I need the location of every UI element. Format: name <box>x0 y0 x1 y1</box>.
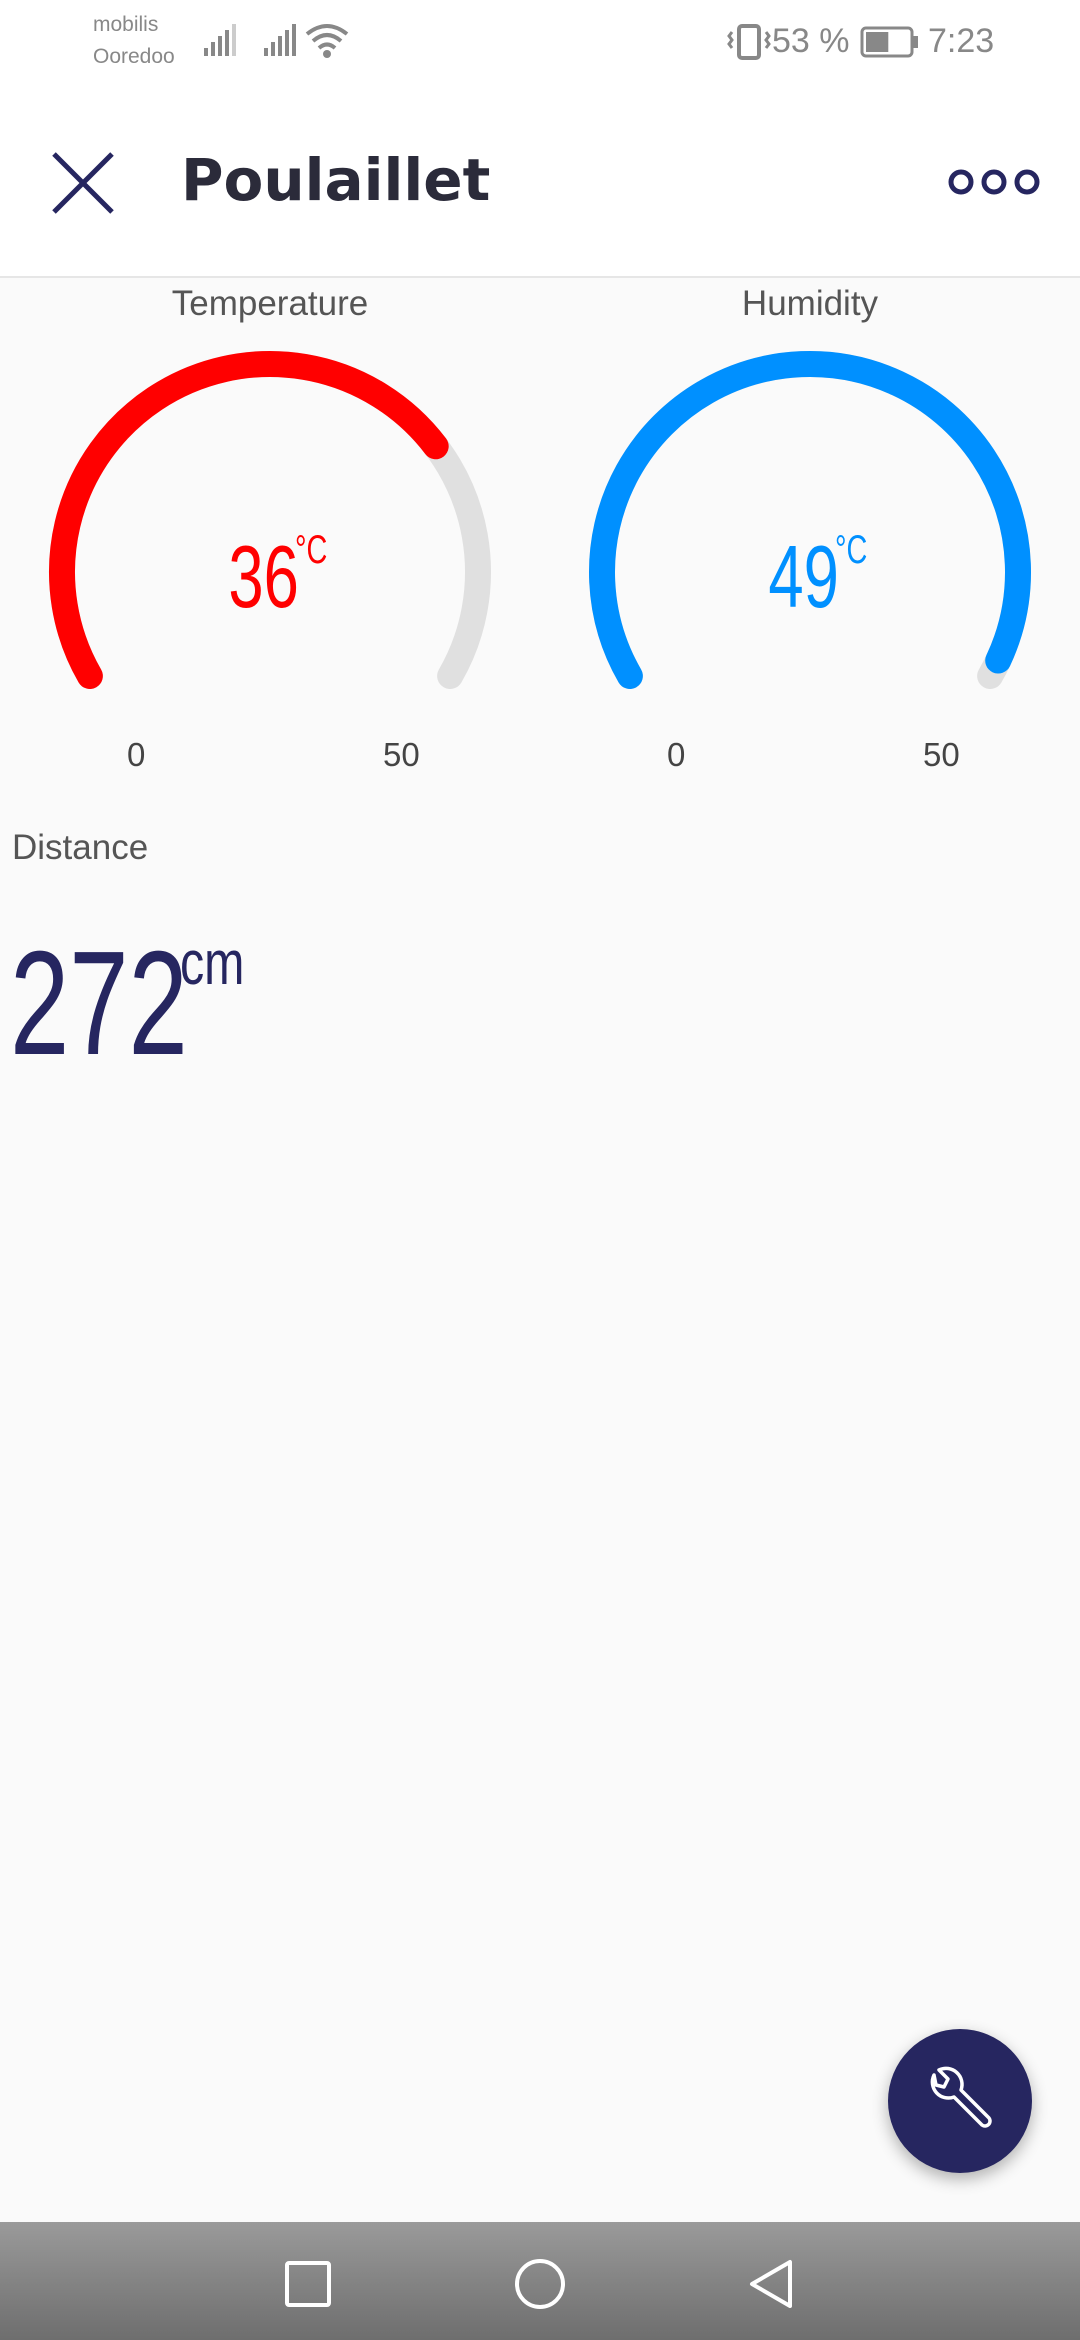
circle-icon <box>515 2259 565 2309</box>
close-button[interactable] <box>40 140 126 226</box>
humidity-label: Humidity <box>741 284 879 323</box>
humidity-max: 50 <box>923 736 960 773</box>
humidity-value: 49°C <box>660 530 960 621</box>
temperature-min: 0 <box>127 736 146 773</box>
home-button[interactable] <box>510 2254 570 2314</box>
battery-icon <box>860 26 918 58</box>
clock: 7:23 <box>928 22 995 60</box>
temperature-value: 36°C <box>120 530 420 621</box>
recent-apps-button[interactable] <box>278 2254 338 2314</box>
more-icon <box>948 169 1040 195</box>
system-nav-bar <box>0 2222 1080 2340</box>
carrier-1: mobilis <box>93 13 159 36</box>
triangle-back-icon <box>750 2260 792 2308</box>
carrier-2: Ooredoo <box>93 45 175 68</box>
back-button[interactable] <box>742 2254 802 2314</box>
distance-number: 272 <box>10 921 188 1086</box>
temperature-fill <box>49 351 449 689</box>
temperature-unit: °C <box>294 528 327 572</box>
square-icon <box>285 2261 331 2307</box>
battery-percent: 53 % <box>772 22 850 60</box>
page-title: Poulaillet <box>181 146 491 214</box>
wrench-icon <box>930 2066 992 2128</box>
temperature-label: Temperature <box>171 284 369 323</box>
humidity-fill <box>589 351 1031 689</box>
status-bar: mobilis Ooredoo 53 % 7:23 <box>0 0 1080 86</box>
temperature-dial <box>49 351 491 689</box>
distance-label: Distance <box>12 828 149 867</box>
signal-icon-1 <box>204 24 236 56</box>
humidity-dial <box>589 351 1031 689</box>
app-bar: Poulaillet <box>0 86 1080 278</box>
more-options-button[interactable] <box>944 162 1044 202</box>
humidity-number: 49 <box>768 527 839 626</box>
vibrate-icon <box>727 24 771 60</box>
distance-value: 272cm <box>10 930 263 1078</box>
distance-unit: cm <box>180 929 245 998</box>
signal-icon-2 <box>264 24 296 56</box>
humidity-min: 0 <box>667 736 686 773</box>
settings-fab-button[interactable] <box>888 2029 1032 2173</box>
humidity-unit: °C <box>834 528 867 572</box>
temperature-max: 50 <box>383 736 420 773</box>
temperature-number: 36 <box>228 527 299 626</box>
close-icon <box>52 152 114 214</box>
wifi-icon <box>305 24 349 58</box>
